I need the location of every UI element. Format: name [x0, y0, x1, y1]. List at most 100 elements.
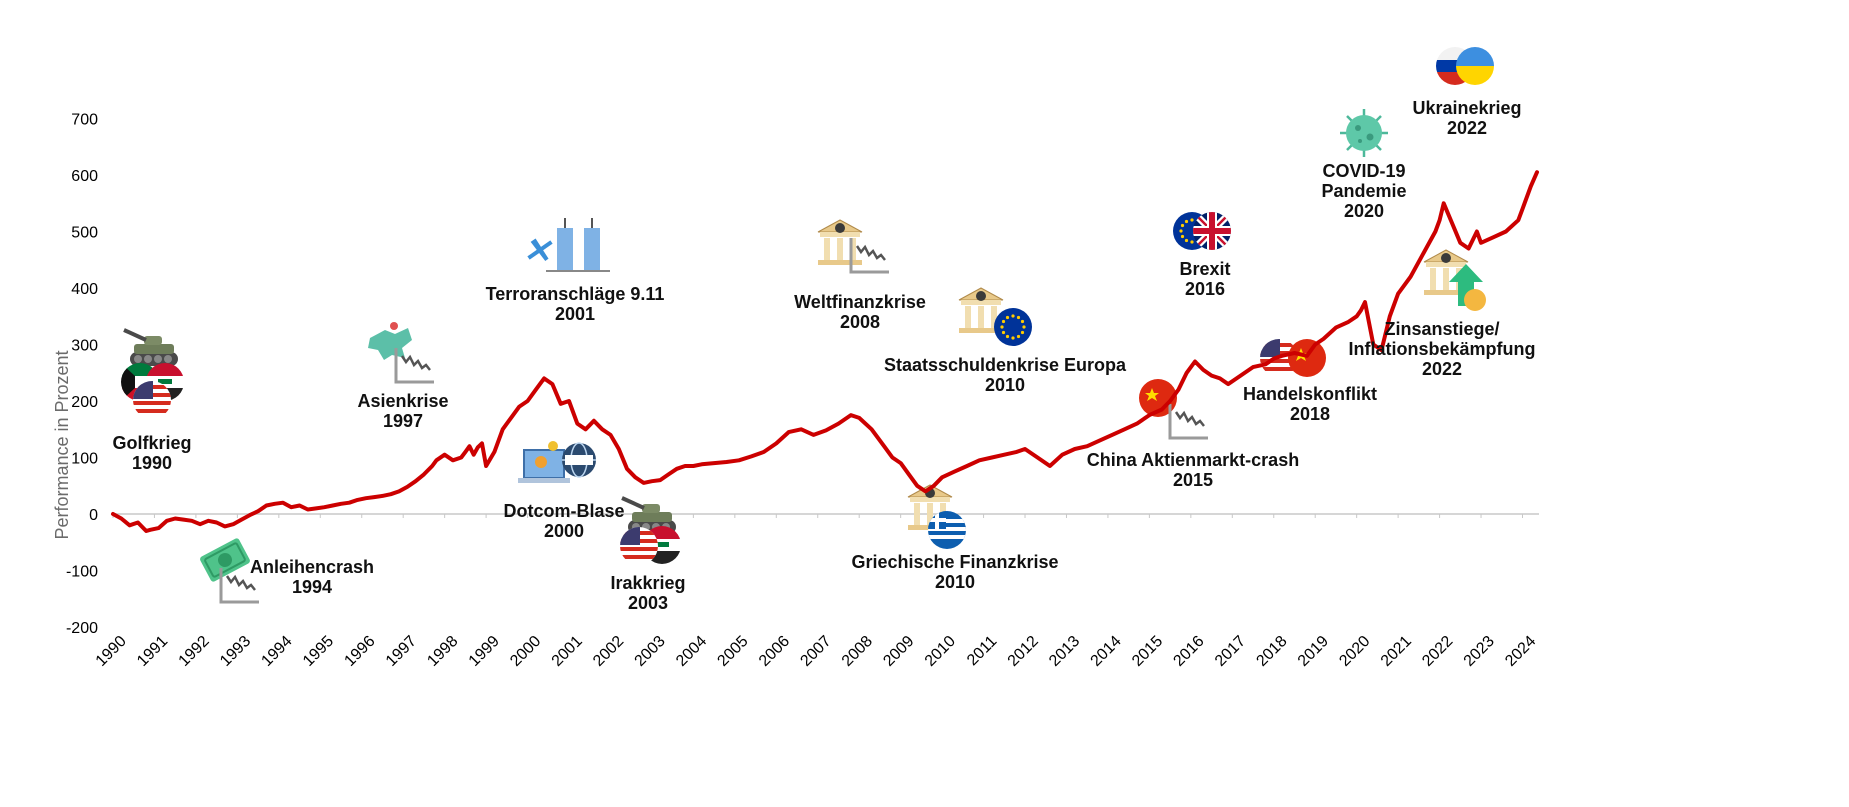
x-tick-label: 2006	[756, 633, 793, 670]
annotation-year: 2008	[840, 312, 880, 332]
x-tick-label: 2016	[1170, 633, 1207, 670]
usa-flag-icon	[133, 381, 171, 419]
x-tick-label: 2018	[1253, 633, 1290, 670]
x-tick-label: 1994	[258, 633, 295, 670]
y-tick-label: 600	[71, 168, 98, 185]
x-tick-label: 2019	[1295, 633, 1332, 670]
asia-map-icon	[368, 322, 412, 360]
annotation-year: 2022	[1422, 359, 1462, 379]
annotation-golfkrieg: Golfkrieg 1990	[112, 433, 191, 473]
uk-flag-icon	[1193, 212, 1231, 250]
tank-icon	[122, 328, 180, 368]
arrow-up-icon	[1449, 264, 1483, 306]
x-tick-label: 2003	[632, 633, 669, 670]
annotation-label: Griechische Finanzkrise	[851, 552, 1058, 572]
annotation-year: 2010	[935, 572, 975, 592]
x-tick-label: 1991	[134, 633, 171, 670]
x-tick-label: 1992	[176, 633, 213, 670]
twin-towers-icon	[546, 218, 610, 272]
x-tick-label: 2009	[880, 633, 917, 670]
annotation-china-crash: China Aktienmarkt-crash 2015	[1087, 450, 1299, 490]
greece-flag-icon	[928, 511, 966, 549]
x-tick-label: 2021	[1378, 633, 1415, 670]
annotation-terror: Terroranschläge 9.11 2001	[486, 284, 665, 324]
annotation-year: 1990	[132, 453, 172, 473]
x-tick-label: 2024	[1502, 633, 1539, 670]
x-tick-label: 2017	[1212, 633, 1249, 670]
annotation-label: COVID-19 Pandemie	[1321, 161, 1406, 201]
annotation-ukrainekrieg: Ukrainekrieg 2022	[1412, 98, 1521, 138]
annotation-year: 2022	[1447, 118, 1487, 138]
y-tick-label: 300	[71, 338, 98, 355]
gear-icon	[535, 441, 558, 468]
annotation-zinsanstiege: Zinsanstiege/Inflationsbekämpfung 2022	[1348, 319, 1535, 379]
y-tick-label: 400	[71, 281, 98, 298]
y-tick-label: 0	[89, 507, 98, 524]
x-tick-label: 1993	[217, 633, 254, 670]
y-axis-label: Performance in Prozent	[52, 350, 72, 539]
annotation-label: Brexit	[1179, 259, 1230, 279]
annotation-label: Dotcom-Blase	[503, 501, 624, 521]
crash-chart-icon	[1168, 402, 1210, 440]
x-tick-label: 2011	[964, 633, 1000, 669]
x-tick-label: 2012	[1005, 633, 1042, 670]
x-tick-label: 2008	[839, 633, 876, 670]
x-tick-label: 2015	[1129, 633, 1166, 670]
annotation-label: Zinsanstiege/Inflationsbekämpfung	[1348, 319, 1535, 359]
annotation-label: Staatsschuldenkrise Europa	[884, 355, 1127, 375]
x-tick-label: 2020	[1336, 633, 1373, 670]
crash-chart-icon	[849, 236, 891, 274]
x-tick-label: 2005	[714, 633, 751, 670]
y-tick-label: 500	[71, 225, 98, 242]
x-tick-label: 2001	[549, 633, 586, 670]
x-tick-label: 1990	[93, 633, 130, 670]
annotation-staatsschulden: Staatsschuldenkrise Europa 2010	[884, 355, 1127, 395]
annotation-year: 2003	[628, 593, 668, 613]
x-tick-label: 2014	[1088, 633, 1125, 670]
x-tick-label: 1995	[300, 633, 337, 670]
annotation-irakkrieg: Irakkrieg 2003	[610, 573, 685, 613]
x-tick-label: 1998	[424, 633, 461, 670]
annotation-label: Asienkrise	[357, 391, 448, 411]
annotation-label: Terroranschläge 9.11	[486, 284, 665, 304]
annotation-year: 2015	[1173, 470, 1213, 490]
annotation-year: 2000	[544, 521, 584, 541]
performance-line	[111, 170, 1539, 533]
annotation-label: Handelskonflikt	[1243, 384, 1377, 404]
money-icon	[200, 538, 250, 582]
annotation-year: 2001	[555, 304, 595, 324]
annotation-label: Ukrainekrieg	[1412, 98, 1521, 118]
eu-flag-icon	[994, 308, 1032, 346]
annotation-anleihencrash: Anleihencrash 1994	[250, 557, 374, 597]
annotation-year: 2010	[985, 375, 1025, 395]
annotation-label: Golfkrieg	[112, 433, 191, 453]
annotation-dotcom: Dotcom-Blase 2000	[503, 501, 624, 541]
y-tick-label: 100	[71, 451, 98, 468]
annotation-griechenland: Griechische Finanzkrise 2010	[851, 552, 1058, 592]
x-tick-label: 2004	[673, 633, 710, 670]
x-tick-label: 2013	[1046, 633, 1083, 670]
annotation-year: 2020	[1344, 201, 1384, 221]
bank-icon	[817, 219, 863, 266]
ukraine-flag-icon	[1456, 47, 1494, 85]
annotation-year: 2018	[1290, 404, 1330, 424]
annotation-year: 1994	[292, 577, 332, 597]
annotation-label: Weltfinanzkrise	[794, 292, 926, 312]
annotation-weltfinanzkrise: Weltfinanzkrise 2008	[794, 292, 926, 332]
y-tick-label: -200	[66, 620, 98, 637]
usa-flag-icon	[620, 527, 658, 565]
annotation-asienkrise: Asienkrise 1997	[357, 391, 448, 431]
annotation-handelskonflikt: Handelskonflikt 2018	[1243, 384, 1377, 424]
annotation-label: Irakkrieg	[610, 573, 685, 593]
virus-icon	[1340, 109, 1388, 157]
x-tick-label: 2002	[590, 633, 627, 670]
y-tick-label: 700	[71, 112, 98, 129]
x-tick-label: 2000	[507, 633, 544, 670]
annotation-year: 1997	[383, 411, 423, 431]
www-globe-icon	[562, 442, 596, 478]
plane-icon	[527, 238, 553, 261]
annotation-label: Anleihencrash	[250, 557, 374, 577]
annotation-label: China Aktienmarkt-crash	[1087, 450, 1299, 470]
x-tick-label: 1997	[383, 633, 420, 670]
